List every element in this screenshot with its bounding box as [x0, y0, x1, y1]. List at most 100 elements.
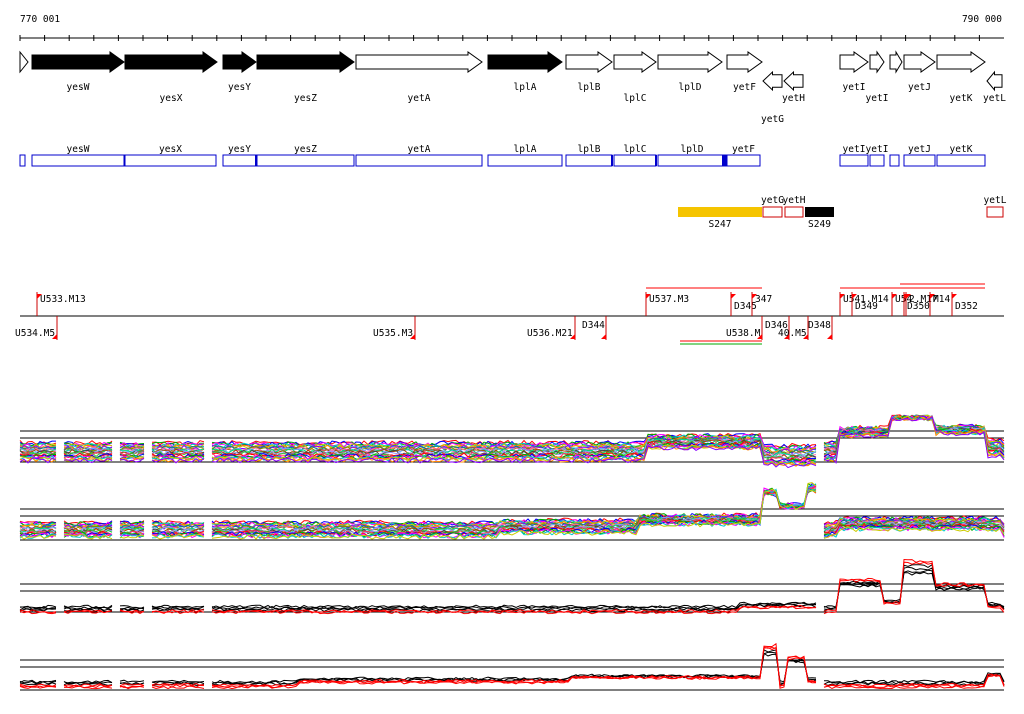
gene-label: lplA [514, 82, 537, 93]
lower-flag [803, 334, 808, 339]
upper-label: 347 [755, 294, 772, 305]
gene-arrow-yetJ-a [889, 50, 903, 74]
annotation-box [869, 154, 885, 167]
transcript-track: U533.M13U537.M3D345347U541.M14D349U542.M… [15, 283, 1004, 345]
lower-label: U535.M3 [373, 328, 413, 339]
lower-flag [52, 334, 57, 339]
gene-label: yetA [408, 93, 431, 104]
annotation-label: lplB [578, 144, 601, 155]
gene-label: yetH [782, 93, 805, 104]
annotation-box [222, 154, 257, 167]
expression-panel-1 [19, 414, 1005, 469]
gene-arrow-yetF [726, 51, 763, 73]
gene-label: yesX [160, 93, 183, 104]
expression-series [19, 566, 1005, 611]
gene-arrow-yetJ-b [903, 51, 936, 73]
gene-label: lplB [578, 82, 601, 93]
lower-label: D346 [765, 320, 788, 331]
expression-series [19, 415, 1005, 469]
coord-end: 790 000 [962, 14, 1002, 25]
annotation-label: yetJ [908, 144, 931, 155]
expression-series [19, 569, 1005, 610]
upper-flag [731, 294, 736, 299]
gene-arrow-yetH [783, 70, 804, 92]
upper-flag [752, 294, 757, 299]
annotation-label: yesZ [294, 144, 317, 155]
annotation-label: yetI [843, 144, 866, 155]
coord-start: 770 001 [20, 14, 60, 25]
annotation-box [936, 154, 986, 167]
annotation-label: lplC [624, 144, 647, 155]
annotation-mark [722, 155, 726, 166]
gene-arrow-lplB [565, 51, 613, 73]
feature-box [986, 206, 1004, 218]
gene-label: yetG [761, 114, 784, 125]
gene-arrow-yetG [762, 70, 783, 92]
lower-label: D348 [808, 320, 831, 331]
annotation-track: yesW yesX yesY yesZ yetA lplA lplB lplC lplD yetF… [19, 144, 986, 167]
expression-series [19, 646, 1005, 688]
annotation-mark [255, 155, 257, 166]
upper-label: D349 [855, 301, 878, 312]
gene-arrow-yesZ [256, 51, 355, 73]
lower-flag [410, 334, 415, 339]
gene-arrow-lplC [613, 51, 657, 73]
lower-label: U538.M [726, 328, 761, 339]
annotation-box [889, 154, 900, 167]
expression-series [19, 651, 1005, 685]
gene-label: yesW [67, 82, 90, 93]
upper-label: U541.M14 [843, 294, 889, 305]
gene-arrow-yetI-b [869, 50, 885, 74]
expression-series [19, 571, 1005, 609]
lower-label: U534.M5 [15, 328, 55, 339]
upper-flag [904, 294, 909, 299]
upper-flag [892, 294, 897, 299]
expression-panels [19, 414, 1005, 691]
annotation-box [565, 154, 613, 167]
upper-flag [930, 294, 935, 299]
lower-label: U536.M21 [527, 328, 573, 339]
lower-flag [827, 334, 832, 339]
gene-arrow-yesY [222, 51, 257, 73]
gene-label: yetF [733, 82, 756, 93]
feature-label: yetH [783, 195, 806, 206]
expression-series [19, 642, 1005, 690]
gene-track: yesW yesX yesY yesZ yetA lplA lplB lplC lplD yetF… [19, 50, 1006, 125]
gene-label: yetI [843, 82, 866, 93]
upper-label: D352 [955, 301, 978, 312]
annotation-label: yetK [950, 144, 973, 155]
upper-label: U533.M13 [40, 294, 86, 305]
upper-label: D345 [734, 301, 757, 312]
annotation-label: lplA [514, 144, 537, 155]
feature-box [784, 206, 804, 218]
segment-bar [805, 207, 834, 217]
annotation-box [487, 154, 563, 167]
annotation-mark [655, 155, 657, 166]
gene-label: yesZ [294, 93, 317, 104]
annotation-label: yesY [228, 144, 251, 155]
annotation-label: yetA [408, 144, 431, 155]
expression-panel-4 [19, 642, 1005, 691]
annotation-box [19, 154, 26, 167]
gene-arrow-lplA [487, 51, 563, 73]
expression-series [19, 646, 1005, 689]
annotation-label: yetI [866, 144, 889, 155]
annotation-box [256, 154, 355, 167]
expression-series [19, 563, 1005, 613]
upper-flag [646, 294, 651, 299]
gene-arrow-yetL [986, 70, 1003, 92]
upper-label: U537.M3 [649, 294, 689, 305]
expression-panel-3 [19, 558, 1005, 615]
annotation-box [31, 154, 125, 167]
lower-flag [757, 334, 762, 339]
annotation-box [355, 154, 483, 167]
annotation-label: lplD [681, 144, 704, 155]
expression-series [19, 561, 1005, 614]
gene-arrow-yesW [31, 51, 125, 73]
upper-flag [840, 294, 845, 299]
gene-arrow-yetI-a [839, 51, 869, 73]
annotation-box [726, 154, 761, 167]
